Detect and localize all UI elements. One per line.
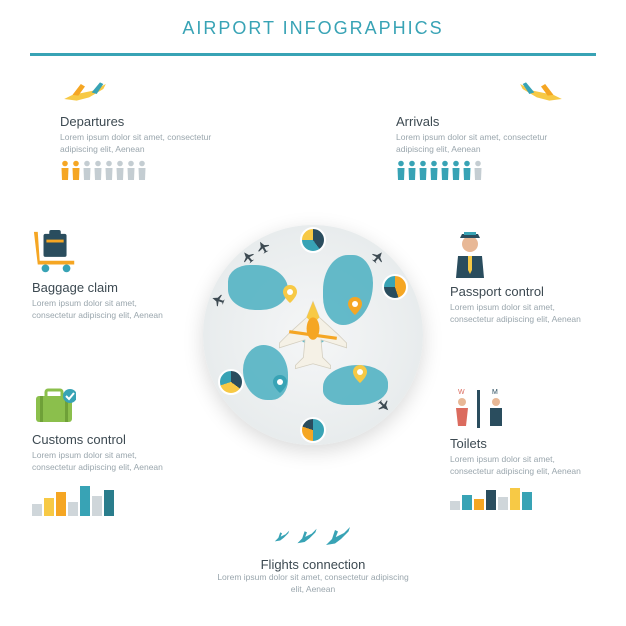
section-flights: Flights connection Lorem ipsum dolor sit… (213, 521, 413, 596)
departures-plane-icon (60, 74, 110, 108)
bar (56, 492, 66, 516)
map-pin-icon (283, 285, 297, 303)
person-icon (60, 160, 70, 180)
passport-title: Passport control (450, 284, 600, 299)
svg-text:W: W (458, 389, 465, 396)
person-icon (126, 160, 136, 180)
person-icon (407, 160, 417, 180)
bar (450, 501, 460, 510)
customs-bar-chart (32, 480, 182, 516)
section-toilets: WM Toilets Lorem ipsum dolor sit amet, c… (450, 386, 600, 510)
flights-text: Lorem ipsum dolor sit amet, consectetur … (213, 572, 413, 596)
baggage-title: Baggage claim (32, 280, 182, 295)
flight-plane-icon (295, 524, 319, 548)
baggage-cart-icon (32, 230, 80, 274)
customs-title: Customs control (32, 432, 182, 447)
map-pin-icon (273, 375, 287, 393)
arrivals-text: Lorem ipsum dolor sit amet, consectetur … (396, 132, 566, 156)
bar (522, 492, 532, 509)
mini-pie-icon (382, 274, 408, 300)
section-passport: Passport control Lorem ipsum dolor sit a… (450, 230, 600, 326)
page-title: AIRPORT INFOGRAPHICS (0, 0, 626, 53)
map-pin-icon (353, 365, 367, 383)
toilets-text: Lorem ipsum dolor sit amet, consectetur … (450, 454, 600, 478)
person-icon (104, 160, 114, 180)
bar (104, 490, 114, 516)
bar (462, 495, 472, 510)
person-icon (440, 160, 450, 180)
svg-text:M: M (492, 389, 498, 396)
flights-title: Flights connection (213, 557, 413, 572)
bar (44, 498, 54, 516)
bar (486, 490, 496, 510)
main-grid: Departures Lorem ipsum dolor sit amet, c… (0, 66, 626, 626)
departures-title: Departures (60, 114, 230, 129)
header-band (30, 53, 596, 56)
mini-pie-icon (300, 227, 326, 253)
map-pin-icon (348, 297, 362, 315)
flight-plane-icon (323, 521, 353, 551)
bar (510, 488, 520, 510)
bar (474, 499, 484, 510)
bar (80, 486, 90, 516)
customs-text: Lorem ipsum dolor sit amet, consectetur … (32, 450, 182, 474)
officer-icon (450, 230, 490, 278)
passport-text: Lorem ipsum dolor sit amet, consectetur … (450, 302, 600, 326)
flight-connection-planes-icon (213, 521, 413, 551)
person-icon (137, 160, 147, 180)
person-icon (473, 160, 483, 180)
person-icon (93, 160, 103, 180)
baggage-text: Lorem ipsum dolor sit amet, consectetur … (32, 298, 182, 322)
section-arrivals: Arrivals Lorem ipsum dolor sit amet, con… (396, 74, 566, 180)
section-departures: Departures Lorem ipsum dolor sit amet, c… (60, 74, 230, 180)
mini-pie-icon (300, 417, 326, 443)
person-icon (462, 160, 472, 180)
person-icon (451, 160, 461, 180)
toilets-title: Toilets (450, 436, 600, 451)
toilets-icon: WM (450, 386, 510, 430)
person-icon (396, 160, 406, 180)
center-plane-icon (273, 295, 353, 375)
departures-text: Lorem ipsum dolor sit amet, consectetur … (60, 132, 230, 156)
bar (498, 497, 508, 510)
mini-pie-icon (218, 369, 244, 395)
flight-plane-icon (273, 527, 291, 545)
person-icon (115, 160, 125, 180)
bar (92, 496, 102, 516)
customs-suitcase-icon (32, 386, 76, 426)
bar (32, 504, 42, 516)
globe (203, 225, 423, 445)
person-icon (418, 160, 428, 180)
section-baggage: Baggage claim Lorem ipsum dolor sit amet… (32, 230, 182, 322)
arrivals-plane-icon (516, 74, 566, 108)
person-icon (71, 160, 81, 180)
arrivals-title: Arrivals (396, 114, 566, 129)
bar (68, 502, 78, 516)
toilets-chart (450, 484, 600, 510)
person-icon (429, 160, 439, 180)
section-customs: Customs control Lorem ipsum dolor sit am… (32, 386, 182, 516)
person-icon (82, 160, 92, 180)
arrivals-people (396, 160, 566, 180)
departures-people (60, 160, 230, 180)
